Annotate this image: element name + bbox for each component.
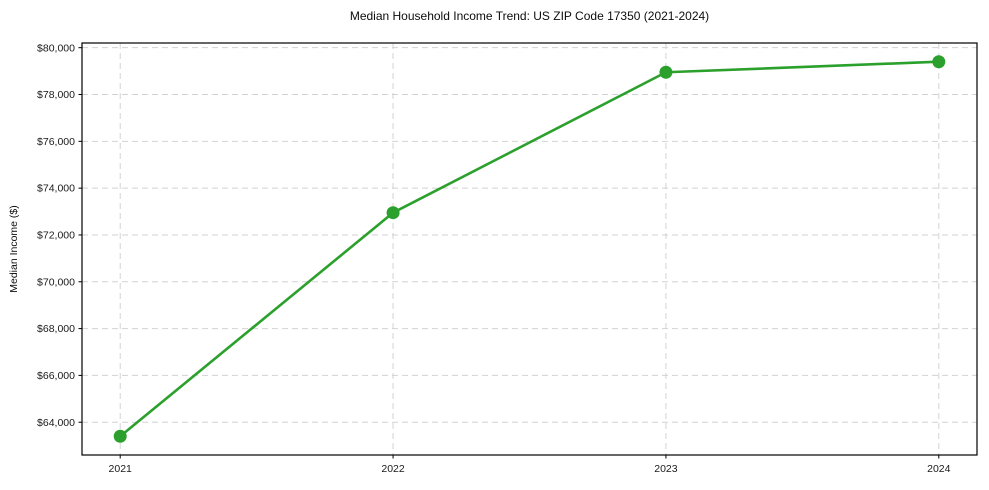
data-point-2022 xyxy=(386,206,400,220)
data-point-2021 xyxy=(113,429,127,443)
x-tick-label: 2023 xyxy=(654,463,678,475)
y-tick-label: $76,000 xyxy=(37,136,75,148)
x-tick-label: 2022 xyxy=(381,463,405,475)
y-tick-label: $72,000 xyxy=(37,230,75,242)
y-tick-label: $80,000 xyxy=(37,42,75,54)
y-tick-label: $74,000 xyxy=(37,183,75,195)
y-tick-label: $70,000 xyxy=(37,276,75,288)
y-tick-label: $68,000 xyxy=(37,323,75,335)
data-point-2023 xyxy=(659,65,673,79)
data-point-2024 xyxy=(932,55,946,69)
y-tick-label: $78,000 xyxy=(37,89,75,101)
y-tick-label: $64,000 xyxy=(37,417,75,429)
y-tick-label: $66,000 xyxy=(37,370,75,382)
x-tick-label: 2021 xyxy=(109,463,133,475)
plot-border xyxy=(81,42,978,456)
x-tick-label: 2024 xyxy=(927,463,951,475)
chart-title: Median Household Income Trend: US ZIP Co… xyxy=(349,9,710,23)
trend-line xyxy=(118,60,941,438)
